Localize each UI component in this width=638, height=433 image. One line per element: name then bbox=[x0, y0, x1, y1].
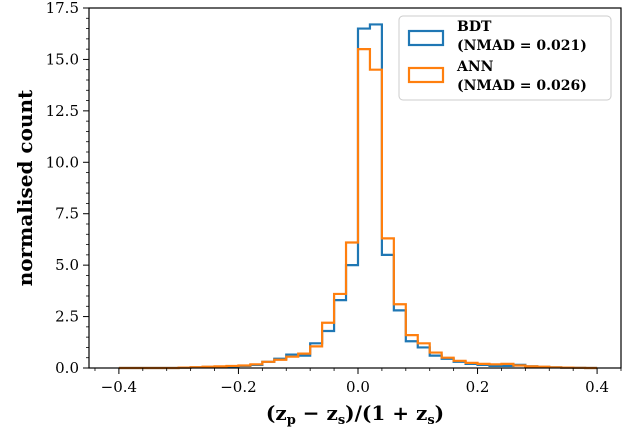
histogram-bin bbox=[346, 243, 358, 368]
axis-ticks: −0.4 −0.2 0.0 0.2 0.4 0.0 2.5 5.0 7.5 10.0 12.5 15.… bbox=[46, 0, 622, 396]
x-tick-label: 0.2 bbox=[466, 378, 490, 396]
histogram-bin bbox=[501, 364, 513, 368]
histogram-bin bbox=[430, 353, 442, 368]
x-tick-label: −0.4 bbox=[101, 378, 137, 396]
histogram-bin bbox=[298, 354, 310, 368]
histogram-bin bbox=[442, 358, 454, 368]
y-tick-label: 2.5 bbox=[55, 308, 79, 326]
y-tick-label: 12.5 bbox=[46, 102, 79, 120]
histogram-bin bbox=[262, 362, 274, 368]
histogram-bin bbox=[406, 335, 418, 368]
legend-nmad-bdt: (NMAD = 0.021) bbox=[457, 38, 587, 54]
y-tick-label: 15.0 bbox=[46, 50, 79, 68]
legend-label-bdt: BDT bbox=[457, 19, 492, 35]
histogram-bin bbox=[382, 238, 394, 368]
legend: BDT (NMAD = 0.021) ANN (NMAD = 0.026) bbox=[398, 15, 612, 101]
plot-frame bbox=[88, 7, 622, 369]
histogram-bin bbox=[466, 363, 478, 368]
histogram-bin bbox=[274, 360, 286, 368]
legend-label-ann: ANN bbox=[456, 59, 494, 75]
legend-swatch-bdt bbox=[407, 29, 445, 47]
legend-nmad-ann: (NMAD = 0.026) bbox=[457, 78, 587, 94]
y-tick-label: 17.5 bbox=[46, 0, 79, 17]
histogram-bin bbox=[454, 361, 466, 368]
histogram-bin bbox=[310, 346, 322, 368]
histogram-bin bbox=[370, 70, 382, 368]
histogram-bin bbox=[478, 364, 490, 368]
y-tick-label: 0.0 bbox=[55, 359, 79, 377]
series-layer bbox=[118, 23, 598, 370]
histogram-bin bbox=[322, 323, 334, 368]
histogram-bin bbox=[334, 294, 346, 368]
histogram-bin bbox=[394, 304, 406, 368]
histogram-bin bbox=[286, 357, 298, 368]
x-tick-label: 0.4 bbox=[585, 378, 609, 396]
histogram-bin bbox=[418, 343, 430, 368]
series-line-ann bbox=[118, 48, 598, 370]
y-tick-label: 7.5 bbox=[55, 205, 79, 223]
histogram-bin bbox=[358, 49, 370, 368]
x-tick-label: 0.0 bbox=[346, 378, 370, 396]
legend-swatch-ann bbox=[407, 66, 445, 84]
legend-box bbox=[398, 15, 612, 101]
y-tick-label: 10.0 bbox=[46, 153, 79, 171]
y-axis-label: normalised count bbox=[13, 89, 37, 286]
y-tick-label: 5.0 bbox=[55, 256, 79, 274]
x-axis-label: (zp − zs)/(1 + zs) bbox=[266, 401, 444, 428]
x-tick-label: −0.2 bbox=[220, 378, 256, 396]
